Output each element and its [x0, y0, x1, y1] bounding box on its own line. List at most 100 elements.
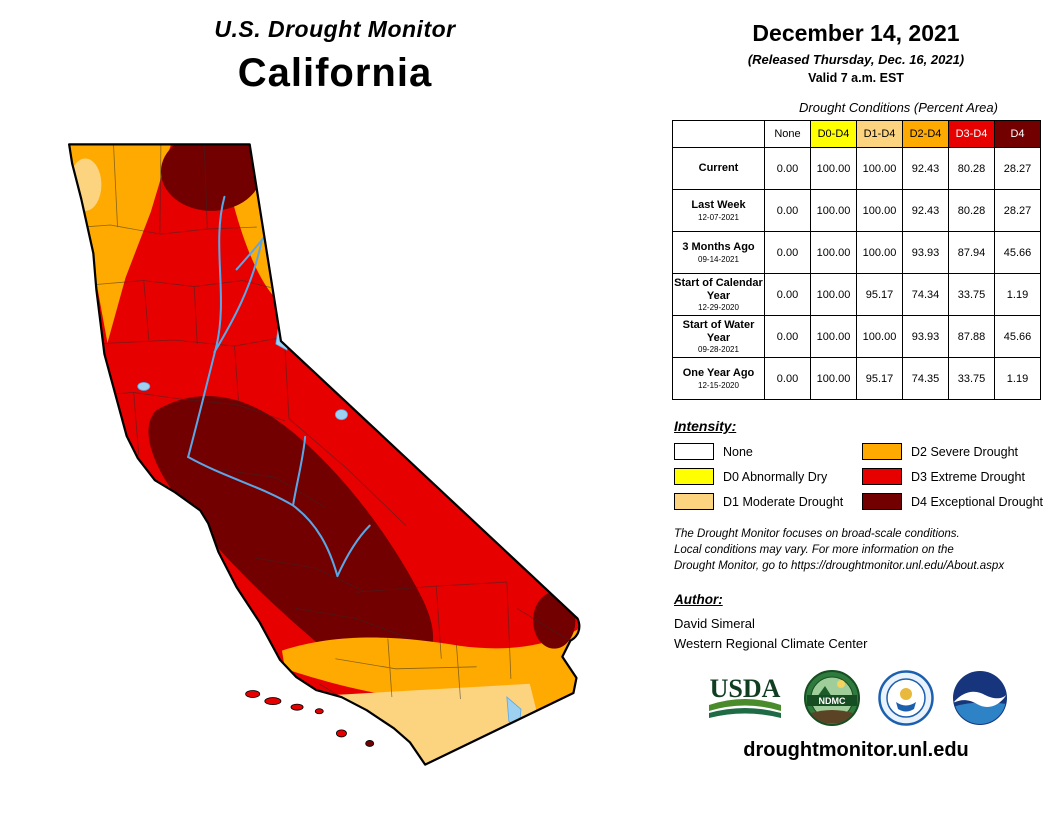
table-corner-blank — [672, 120, 765, 148]
cell-value: 33.75 — [948, 357, 995, 400]
d3-swatch — [862, 468, 902, 485]
cell-value: 100.00 — [856, 147, 903, 190]
california-drought-map — [55, 130, 640, 780]
mono-lake — [334, 409, 348, 421]
d4-region-central — [148, 396, 434, 677]
table-row-last-week: Last Week 12-07-2021 0.00 100.00 100.00 … — [672, 189, 1041, 232]
table-row-start-water-year: Start of Water Year 09-28-2021 0.00 100.… — [672, 315, 1041, 358]
commerce-logo — [878, 670, 934, 727]
cell-value: 45.66 — [994, 231, 1041, 274]
valid-time: Valid 7 a.m. EST — [808, 71, 904, 85]
cell-value: 0.00 — [764, 189, 811, 232]
disclaimer-line: The Drought Monitor focuses on broad-sca… — [674, 528, 960, 540]
cell-value: 1.19 — [994, 273, 1041, 316]
state-title: California — [237, 51, 433, 95]
cell-value: 93.93 — [902, 231, 949, 274]
row-label-date: 12-07-2021 — [698, 212, 739, 222]
cell-value: 95.17 — [856, 273, 903, 316]
table-row-one-year-ago: One Year Ago 12-15-2020 0.00 100.00 95.1… — [672, 357, 1041, 400]
legend-item-d1: D1 Moderate Drought — [674, 493, 862, 510]
drought-conditions-table: None D0-D4 D1-D4 D2-D4 D3-D4 D4 Current … — [672, 120, 1041, 400]
row-label: Current — [672, 147, 765, 190]
row-label-text: Start of Calendar Year — [674, 276, 763, 302]
cell-value: 80.28 — [948, 189, 995, 232]
cell-value: 74.34 — [902, 273, 949, 316]
cell-value: 0.00 — [764, 315, 811, 358]
none-swatch — [674, 443, 714, 460]
cell-value: 0.00 — [764, 273, 811, 316]
row-label-text: Last Week — [691, 199, 746, 212]
cell-value: 0.00 — [764, 357, 811, 400]
cell-value: 0.00 — [764, 231, 811, 274]
cell-value: 100.00 — [810, 315, 857, 358]
d4-swatch — [862, 493, 902, 510]
author-heading: Author: — [674, 592, 723, 608]
cell-value: 74.35 — [902, 357, 949, 400]
d2-region-south — [281, 628, 580, 704]
cell-value: 100.00 — [856, 315, 903, 358]
d0-swatch — [674, 468, 714, 485]
released-date: (Released Thursday, Dec. 16, 2021) — [747, 52, 965, 67]
intensity-legend: None D0 Abnormally Dry D1 Moderate Droug… — [674, 443, 1052, 510]
row-label: Last Week 12-07-2021 — [672, 189, 765, 232]
legend-label: D4 Exceptional Drought — [911, 494, 1044, 509]
table-row-3-months-ago: 3 Months Ago 09-14-2021 0.00 100.00 100.… — [672, 231, 1041, 274]
intensity-heading: Intensity: — [674, 418, 737, 434]
monitor-title: U.S. Drought Monitor — [214, 16, 456, 42]
col-header-d3-d4: D3-D4 — [948, 120, 995, 148]
cell-value: 33.75 — [948, 273, 995, 316]
legend-label: D1 Moderate Drought — [723, 494, 844, 509]
d4-region-north — [160, 144, 262, 211]
table-header-row: None D0-D4 D1-D4 D2-D4 D3-D4 D4 — [672, 120, 1041, 148]
map-title-block: U.S. Drought Monitor California — [45, 16, 625, 96]
table-row-start-calendar-year: Start of Calendar Year 12-29-2020 0.00 1… — [672, 273, 1041, 316]
usda-logo: USDA — [709, 674, 781, 719]
col-header-d4: D4 — [994, 120, 1041, 148]
row-label-date: 09-28-2021 — [698, 345, 739, 355]
author-organization: Western Regional Climate Center — [674, 635, 868, 651]
col-header-d0-d4: D0-D4 — [810, 120, 857, 148]
state-outline — [68, 143, 581, 766]
legend-label: D3 Extreme Drought — [911, 469, 1025, 484]
cell-value: 100.00 — [856, 231, 903, 274]
col-header-none: None — [764, 120, 811, 148]
legend-item-d0: D0 Abnormally Dry — [674, 468, 862, 485]
svg-text:NDMC: NDMC — [819, 696, 846, 706]
cell-value: 93.93 — [902, 315, 949, 358]
cell-value: 0.00 — [764, 147, 811, 190]
row-label: Start of Water Year 09-28-2021 — [672, 315, 765, 358]
row-label-date: 12-29-2020 — [698, 303, 739, 313]
cell-value: 100.00 — [856, 189, 903, 232]
cell-value: 1.19 — [994, 357, 1041, 400]
cell-value: 100.00 — [810, 357, 857, 400]
disclaimer-text: The Drought Monitor focuses on broad-sca… — [674, 526, 1052, 574]
legend-item-d2: D2 Severe Drought — [862, 443, 1056, 460]
col-header-d2-d4: D2-D4 — [902, 120, 949, 148]
disclaimer-line: Drought Monitor, go to https://droughtmo… — [674, 560, 1005, 573]
legend-item-none: None — [674, 443, 862, 460]
noaa-logo — [953, 671, 1007, 726]
legend-item-d3: D3 Extreme Drought — [862, 468, 1056, 485]
row-label: 3 Months Ago 09-14-2021 — [672, 231, 765, 274]
row-label-text: Start of Water Year — [682, 318, 755, 344]
ndmc-logo: NDMC — [804, 670, 860, 727]
cell-value: 87.94 — [948, 231, 995, 274]
row-label: Start of Calendar Year 12-29-2020 — [672, 273, 765, 316]
county-boundaries-layer — [69, 144, 570, 708]
row-label: One Year Ago 12-15-2020 — [672, 357, 765, 400]
table-row-current: Current 0.00 100.00 100.00 92.43 80.28 2… — [672, 147, 1041, 190]
row-label-text: 3 Months Ago — [682, 241, 755, 254]
map-date: December 14, 2021 — [752, 20, 960, 46]
cell-value: 100.00 — [810, 147, 857, 190]
channel-islands — [245, 690, 375, 747]
clear-lake — [137, 381, 151, 391]
row-label-date: 09-14-2021 — [698, 254, 739, 264]
agency-logos: USDA NDMC — [660, 669, 1052, 727]
cell-value: 92.43 — [902, 189, 949, 232]
cell-value: 87.88 — [948, 315, 995, 358]
cell-value: 28.27 — [994, 147, 1041, 190]
legend-label: D2 Severe Drought — [911, 444, 1019, 459]
d1-swatch — [674, 493, 714, 510]
table-caption: Drought Conditions (Percent Area) — [799, 100, 998, 115]
row-label-text: One Year Ago — [682, 367, 755, 380]
